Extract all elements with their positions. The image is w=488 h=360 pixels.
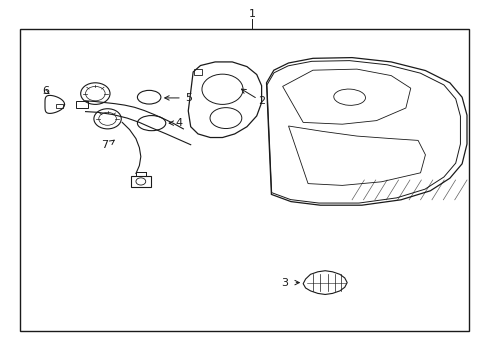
Bar [20,29,468,331]
Bar [76,101,88,108]
Bar [56,104,63,108]
Text: 4: 4 [175,118,182,128]
Text: 7: 7 [102,140,108,150]
Text: 3: 3 [281,278,288,288]
Text: 1: 1 [248,9,255,19]
Text: 2: 2 [258,96,264,106]
Bar [131,176,150,187]
Text: 5: 5 [184,93,191,103]
Text: 6: 6 [42,86,49,96]
Bar [193,69,202,75]
